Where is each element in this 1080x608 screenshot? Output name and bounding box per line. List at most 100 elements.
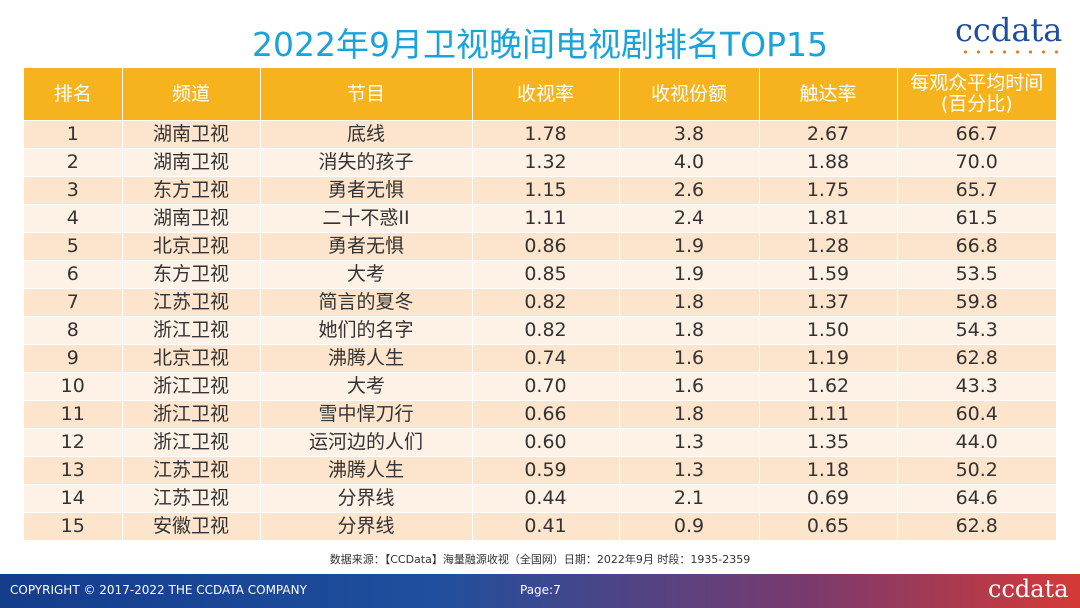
cell-rank: 8 [24,316,123,345]
cell-channel: 浙江卫视 [122,316,261,345]
cell-rating: 0.82 [472,316,620,345]
cell-channel: 浙江卫视 [122,428,261,457]
cell-rank: 12 [24,428,123,457]
cell-program: 底线 [260,120,473,149]
cell-rank: 1 [24,120,123,149]
cell-rank: 2 [24,148,123,177]
table-row: 9 北京卫视 沸腾人生 0.74 1.6 1.19 62.8 [24,344,1056,373]
cell-rating: 1.32 [472,148,620,177]
cell-channel: 北京卫视 [122,232,261,261]
cell-channel: 东方卫视 [122,176,261,205]
header-reach: 触达率 [759,68,898,121]
data-source-note: 数据来源：【CCData】海量融源收视（全国网）日期：2022年9月 时段：19… [329,553,751,566]
cell-channel: 北京卫视 [122,344,261,373]
cell-reach: 1.35 [759,428,898,457]
cell-share: 2.6 [619,176,760,205]
cell-rating: 0.44 [472,484,620,513]
footer-bar: COPYRIGHT © 2017-2022 THE CCDATA COMPANY… [0,574,1080,608]
cell-avg-time: 62.8 [897,512,1056,540]
table-row: 5 北京卫视 勇者无惧 0.86 1.9 1.28 66.8 [24,232,1056,261]
cell-rating: 1.11 [472,204,620,233]
table-row: 7 江苏卫视 简言的夏冬 0.82 1.8 1.37 59.8 [24,288,1056,317]
cell-rating: 0.66 [472,400,620,429]
cell-program: 二十不惑II [260,204,473,233]
cell-channel: 浙江卫视 [122,400,261,429]
table-row: 6 东方卫视 大考 0.85 1.9 1.59 53.5 [24,260,1056,289]
table-row: 12 浙江卫视 运河边的人们 0.60 1.3 1.35 44.0 [24,428,1056,457]
cell-reach: 1.75 [759,176,898,205]
header-avg-time: 每观众平均时间 (百分比) [897,68,1056,121]
cell-rank: 10 [24,372,123,401]
cell-channel: 湖南卫视 [122,120,261,149]
cell-rank: 5 [24,232,123,261]
cell-rating: 0.74 [472,344,620,373]
ranking-table: 排名 频道 节目 收视率 收视份额 触达率 每观众平均时间 (百分比) 1 湖南卫… [24,68,1056,540]
table-row: 11 浙江卫视 雪中悍刀行 0.66 1.8 1.11 60.4 [24,400,1056,429]
page-title: 2022年9月卫视晚间电视剧排名TOP15 [251,25,828,64]
cell-avg-time: 43.3 [897,372,1056,401]
cell-avg-time: 66.8 [897,232,1056,261]
cell-program: 勇者无惧 [260,232,473,261]
cell-rank: 14 [24,484,123,513]
header-channel: 频道 [122,68,261,121]
cell-program: 分界线 [260,512,473,540]
cell-avg-time: 53.5 [897,260,1056,289]
cell-program: 沸腾人生 [260,344,473,373]
header-program: 节目 [260,68,473,121]
cell-avg-time: 62.8 [897,344,1056,373]
cell-share: 2.4 [619,204,760,233]
header-rank: 排名 [24,68,123,121]
cell-rank: 13 [24,456,123,485]
cell-reach: 1.88 [759,148,898,177]
cell-avg-time: 64.6 [897,484,1056,513]
cell-program: 雪中悍刀行 [260,400,473,429]
copyright-text: COPYRIGHT © 2017-2022 THE CCDATA COMPANY [10,583,307,597]
cell-channel: 东方卫视 [122,260,261,289]
cell-share: 1.9 [619,260,760,289]
cell-rank: 9 [24,344,123,373]
cell-rank: 15 [24,512,123,540]
cell-share: 4.0 [619,148,760,177]
table-row: 10 浙江卫视 大考 0.70 1.6 1.62 43.3 [24,372,1056,401]
cell-rating: 0.70 [472,372,620,401]
cell-channel: 江苏卫视 [122,484,261,513]
cell-rank: 11 [24,400,123,429]
footer-logo: ccdata [988,575,1069,603]
cell-reach: 0.65 [759,512,898,540]
table-row: 4 湖南卫视 二十不惑II 1.11 2.4 1.81 61.5 [24,204,1056,233]
cell-channel: 江苏卫视 [122,456,261,485]
cell-rank: 4 [24,204,123,233]
cell-rank: 6 [24,260,123,289]
cell-program: 大考 [260,260,473,289]
cell-reach: 1.50 [759,316,898,345]
table-body: 1 湖南卫视 底线 1.78 3.8 2.67 66.7 2 湖南卫视 消失的孩子 1.32 4.0 1… [24,120,1056,540]
cell-share: 1.6 [619,372,760,401]
cell-share: 1.3 [619,428,760,457]
cell-avg-time: 66.7 [897,120,1056,149]
cell-channel: 浙江卫视 [122,372,261,401]
table-row: 8 浙江卫视 她们的名字 0.82 1.8 1.50 54.3 [24,316,1056,345]
table-row: 13 江苏卫视 沸腾人生 0.59 1.3 1.18 50.2 [24,456,1056,485]
cell-share: 2.1 [619,484,760,513]
cell-rating: 1.15 [472,176,620,205]
cell-share: 1.3 [619,456,760,485]
cell-rating: 0.59 [472,456,620,485]
cell-reach: 1.19 [759,344,898,373]
cell-reach: 0.69 [759,484,898,513]
cell-program: 她们的名字 [260,316,473,345]
cell-rating: 0.41 [472,512,620,540]
table-row: 2 湖南卫视 消失的孩子 1.32 4.0 1.88 70.0 [24,148,1056,177]
cell-channel: 湖南卫视 [122,148,261,177]
cell-share: 1.8 [619,400,760,429]
cell-share: 1.6 [619,344,760,373]
cell-program: 消失的孩子 [260,148,473,177]
cell-avg-time: 60.4 [897,400,1056,429]
cell-reach: 1.18 [759,456,898,485]
cell-avg-time: 54.3 [897,316,1056,345]
table-row: 3 东方卫视 勇者无惧 1.15 2.6 1.75 65.7 [24,176,1056,205]
cell-rating: 0.86 [472,232,620,261]
page-number: Page:7 [520,583,561,597]
cell-avg-time: 65.7 [897,176,1056,205]
cell-reach: 1.28 [759,232,898,261]
cell-rank: 7 [24,288,123,317]
